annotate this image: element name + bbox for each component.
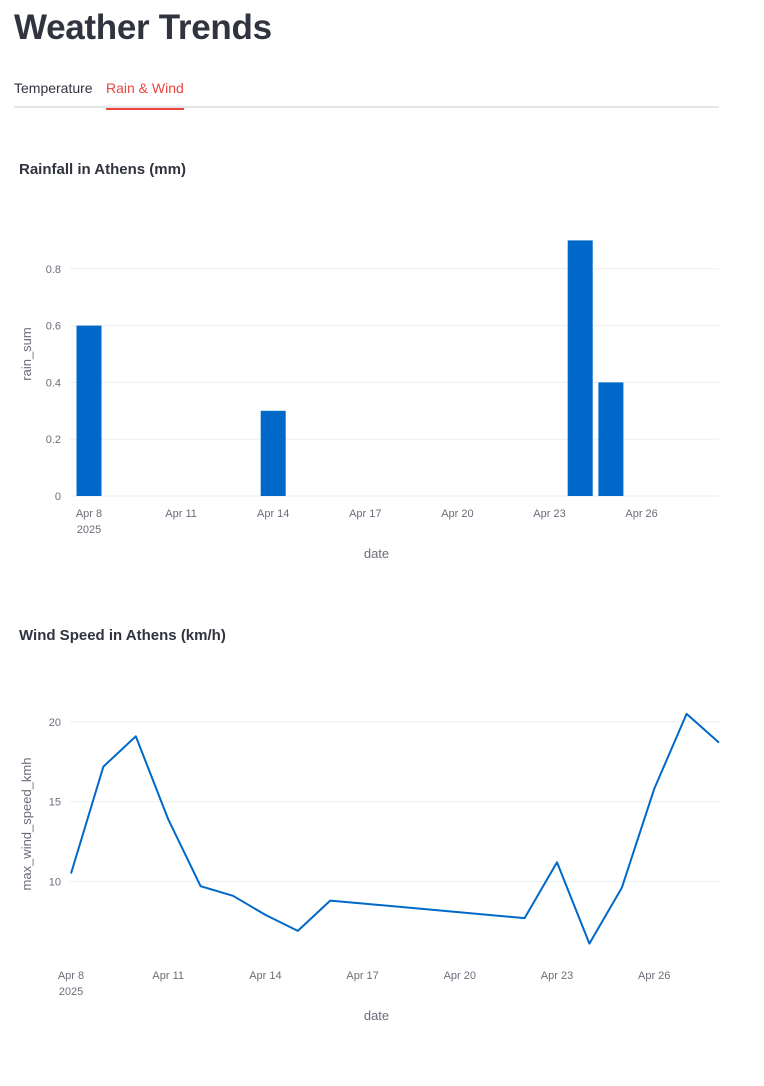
wind-x-tick-year: 2025: [59, 986, 83, 998]
tab-temperature[interactable]: Temperature: [14, 80, 93, 96]
rain-x-tick-label: Apr 20: [441, 508, 473, 520]
rain-bar[interactable]: [260, 410, 286, 496]
rain-bar[interactable]: [76, 325, 102, 496]
rain-bar[interactable]: [598, 382, 624, 496]
rain-bar[interactable]: [567, 240, 593, 496]
wind-x-tick-label: Apr 14: [249, 970, 281, 982]
rain-y-tick-label: 0.6: [46, 321, 61, 333]
page-title: Weather Trends: [14, 8, 272, 47]
rain-x-tick-year: 2025: [77, 524, 101, 536]
rain-x-tick-label: Apr 17: [349, 508, 381, 520]
wind-y-axis-title: max_wind_speed_kmh: [19, 758, 34, 891]
rain-x-tick-label: Apr 23: [533, 508, 565, 520]
wind-x-tick-label: Apr 11: [152, 970, 184, 982]
wind-y-tick-label: 10: [49, 876, 61, 888]
rain-x-tick-label: Apr 26: [625, 508, 657, 520]
wind-speed-line-chart: 10 15 20 Apr 8 2025 Apr 11 Apr 14 Apr 17 Apr 20 A…: [19, 712, 720, 1023]
rain-y-tick-label: 0.2: [46, 434, 61, 446]
wind-x-tick-label: Apr 17: [346, 970, 378, 982]
tab-rain-wind[interactable]: Rain & Wind: [106, 80, 184, 110]
rainfall-bar-chart: 0 0.2 0.4 0.6 0.8 Apr 8 2025 Apr 11 Apr 14 Apr 17…: [19, 240, 719, 561]
wind-x-axis-title: date: [364, 1008, 389, 1023]
rain-y-tick-label: 0: [55, 491, 61, 503]
wind-series-line[interactable]: [70, 712, 720, 945]
rain-y-tick-label: 0.8: [46, 264, 61, 276]
wind-x-tick-label: Apr 8: [58, 970, 84, 982]
wind-x-tick-label: Apr 23: [541, 970, 573, 982]
wind-y-tick-label: 20: [49, 717, 61, 729]
rain-y-axis-title: rain_sum: [19, 327, 34, 380]
tab-bar: Temperature Rain & Wind: [14, 72, 719, 110]
rain-x-tick-label: Apr 14: [257, 508, 289, 520]
wind-chart-title: Wind Speed in Athens (km/h): [19, 627, 226, 644]
wind-y-tick-label: 15: [49, 797, 61, 809]
rain-y-tick-label: 0.4: [46, 377, 61, 389]
rainfall-chart-title: Rainfall in Athens (mm): [19, 161, 186, 178]
rain-x-tick-label: Apr 11: [165, 508, 197, 520]
rain-x-axis-title: date: [364, 546, 389, 561]
wind-x-tick-label: Apr 20: [444, 970, 476, 982]
wind-x-tick-label: Apr 26: [638, 970, 670, 982]
rain-x-tick-label: Apr 8: [76, 508, 102, 520]
